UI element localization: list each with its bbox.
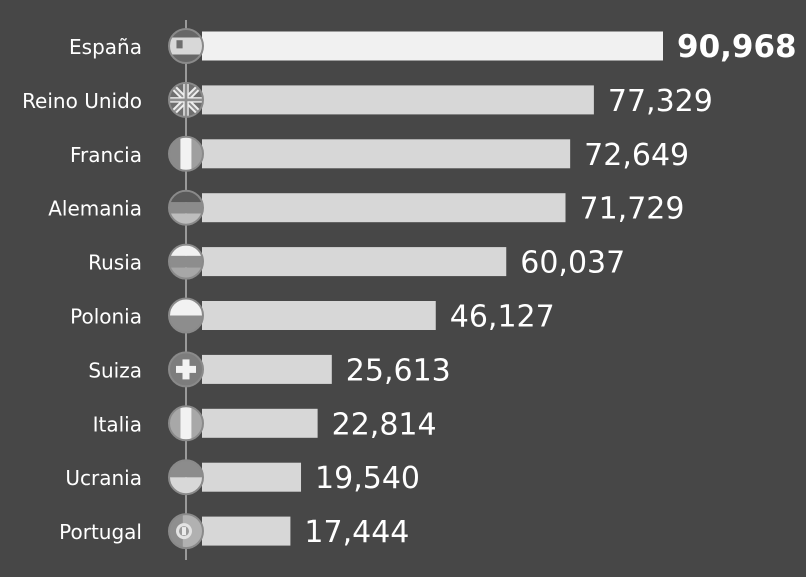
- category-label: Polonia: [70, 305, 142, 329]
- bar: [202, 462, 302, 492]
- value-label: 77,329: [608, 84, 713, 119]
- flag-ring: [168, 513, 204, 550]
- flag-ring: [168, 405, 204, 442]
- bar-row: Alemania 71,729: [48, 189, 685, 227]
- russia-flag-icon: [169, 244, 203, 279]
- flag-ring: [168, 28, 204, 64]
- bar-row: Rusia 60,037: [88, 243, 625, 281]
- value-label: 19,540: [315, 461, 420, 496]
- flag-ring: [168, 459, 204, 496]
- value-label: 90,968: [677, 29, 797, 65]
- bar: [202, 354, 332, 384]
- category-label: Francia: [70, 143, 142, 167]
- value-label: 25,613: [346, 353, 451, 388]
- value-label: 17,444: [304, 515, 409, 550]
- bar: [202, 85, 594, 115]
- category-label: Suiza: [88, 358, 142, 382]
- category-label: Alemania: [48, 197, 142, 221]
- italy-flag-icon: [169, 406, 203, 441]
- bar: [202, 139, 571, 169]
- bar: [202, 301, 436, 330]
- flag-ring: [168, 81, 204, 118]
- bar: [202, 408, 318, 438]
- bar-row: Portugal 17,444: [59, 513, 409, 550]
- value-label: 71,729: [580, 192, 685, 227]
- ukraine-flag-icon: [169, 460, 203, 495]
- bar: [202, 31, 663, 61]
- category-label: Portugal: [59, 520, 142, 544]
- category-label: Reino Unido: [22, 89, 142, 113]
- bar: [202, 193, 566, 223]
- france-flag-icon: [169, 136, 203, 171]
- value-label: 22,814: [332, 407, 437, 442]
- bar-row: Polonia 46,127: [70, 297, 555, 335]
- value-label: 72,649: [584, 138, 689, 173]
- bar-row: Suiza 25,613: [88, 351, 451, 388]
- category-label: España: [69, 35, 142, 59]
- bar-row: Italia 22,814: [93, 405, 437, 442]
- flag-ring: [168, 297, 204, 334]
- flag-ring: [168, 243, 204, 280]
- bar-row: Reino Unido 77,329: [22, 81, 713, 119]
- value-label: 60,037: [520, 246, 625, 281]
- bar-row: Francia 72,649: [70, 135, 689, 173]
- category-label: Rusia: [88, 251, 142, 275]
- flag-ring: [168, 135, 204, 172]
- category-label: Italia: [93, 412, 142, 436]
- flag-ring: [168, 189, 204, 226]
- bar: [202, 516, 291, 546]
- germany-flag-icon: [169, 190, 203, 225]
- bar-row: España 90,968: [69, 28, 797, 65]
- bar: [202, 247, 507, 277]
- category-label: Ucrania: [65, 466, 142, 490]
- flag-ring: [168, 351, 204, 388]
- bar-row: Ucrania 19,540: [65, 459, 420, 496]
- poland-flag-icon: [169, 298, 203, 333]
- value-label: 46,127: [450, 300, 555, 335]
